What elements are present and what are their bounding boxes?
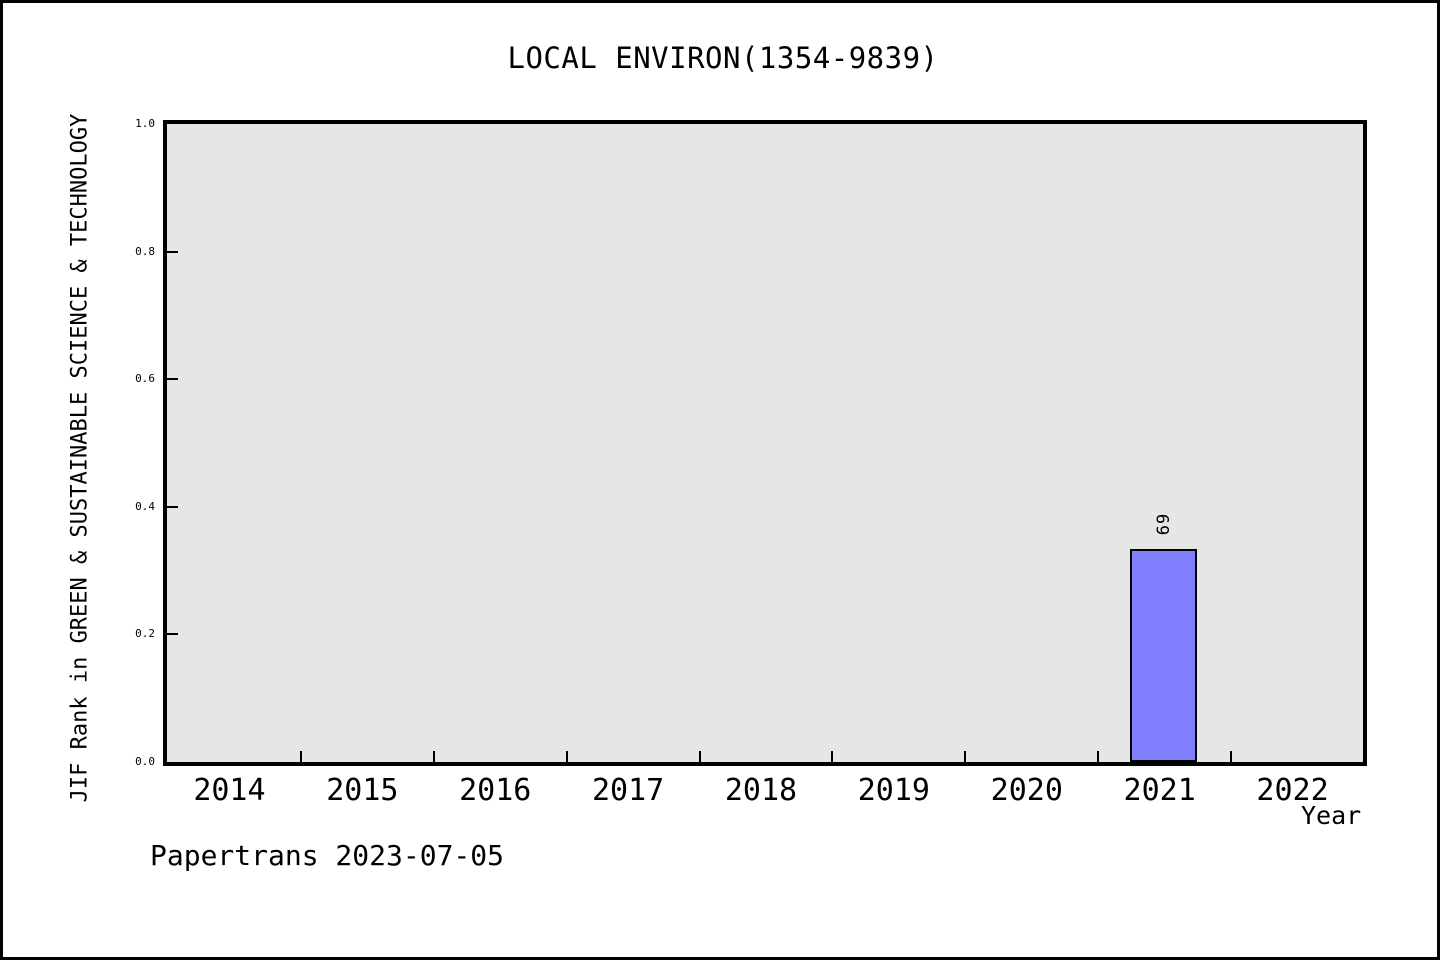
y-axis-tick-label: 0.0: [135, 755, 155, 768]
x-axis-tick-label: 2014: [193, 773, 266, 808]
x-axis-tick-mark: [565, 751, 568, 762]
bar-value-label-text: 69: [1153, 513, 1174, 536]
x-axis-tick-label: 2016: [459, 773, 532, 808]
bar-value-label: 69: [1151, 505, 1177, 543]
x-axis-tick-label: 2015: [326, 773, 399, 808]
bar: [1130, 549, 1197, 762]
x-axis-tick-mark: [299, 751, 302, 762]
x-axis-tick-label: 2020: [990, 773, 1063, 808]
y-axis-tick-mark: [167, 505, 178, 508]
x-axis-tick-label: 2018: [724, 773, 798, 808]
x-axis-tick-label: 2017: [591, 773, 665, 808]
x-axis-label: Year: [1301, 801, 1362, 830]
y-axis-tick-mark: [167, 633, 178, 636]
y-axis-tick-label: 0.2: [135, 627, 155, 641]
y-axis-tick-label: 0.4: [135, 499, 155, 513]
y-axis-tick-label: 0.6: [135, 372, 155, 386]
x-axis-tick-mark: [698, 751, 701, 762]
x-axis-tick-label: 2019: [857, 773, 930, 808]
page-title: LOCAL ENVIRON(1354-9839): [507, 41, 939, 75]
plot-inner: 0.0 0.2 0.4 0.6 0.8 1.0 69: [135, 117, 1363, 768]
x-axis-tick-mark: [1230, 751, 1233, 762]
footer-annotation: Papertrans 2023-07-05: [150, 839, 505, 872]
x-axis-tick-label: 2021: [1123, 773, 1196, 808]
y-axis-label: JIF Rank in GREEN & SUSTAINABLE SCIENCE …: [57, 43, 103, 873]
y-axis-tick-mark: [167, 250, 178, 253]
x-axis-tick-label: 2022: [1256, 773, 1329, 808]
y-axis-tick-label: 0.8: [135, 244, 155, 258]
x-axis-tick-mark: [964, 751, 967, 762]
y-axis-tick-label: 1.0: [135, 117, 155, 130]
plot-area: 0.0 0.2 0.4 0.6 0.8 1.0 69: [135, 117, 1367, 768]
x-axis-tick-mark: [831, 751, 834, 762]
y-axis-label-text: JIF Rank in GREEN & SUSTAINABLE SCIENCE …: [67, 113, 93, 803]
x-axis-tick-mark: [1097, 751, 1100, 762]
x-axis-tick-mark: [432, 751, 435, 762]
y-axis-tick-mark: [167, 378, 178, 381]
